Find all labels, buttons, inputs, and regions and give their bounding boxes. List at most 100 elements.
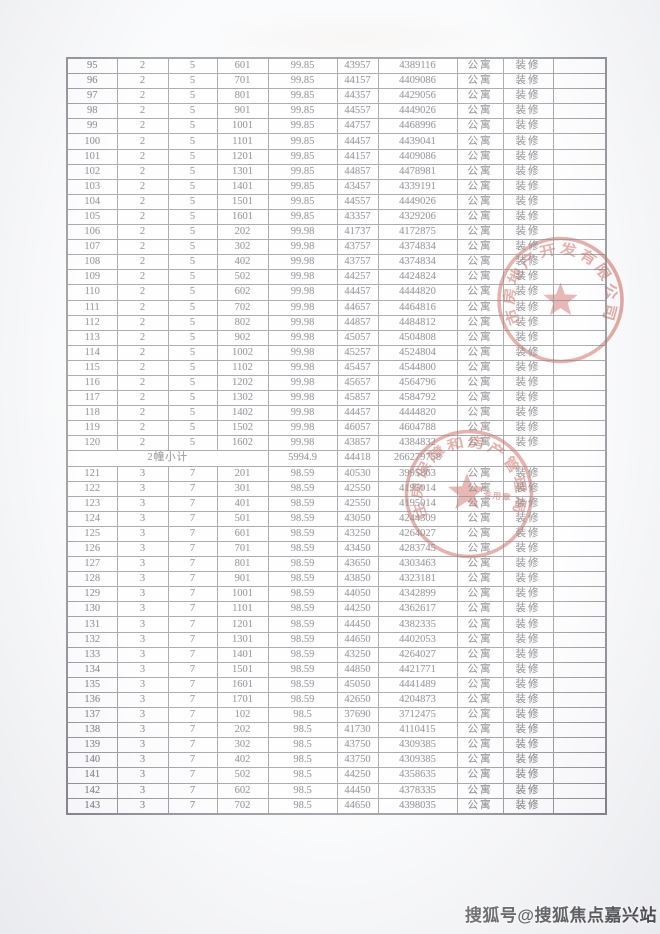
table-row: 100 2 5 1101 99.85 44457 4439041 公寓 装修: [66, 133, 607, 150]
cell-type: 公寓: [456, 752, 504, 769]
cell-unit-price: 42550: [336, 480, 379, 497]
cell-unit-price: 44050: [336, 586, 379, 603]
cell-unit-price: 44857: [336, 163, 379, 180]
cell-building: 3: [116, 676, 169, 693]
cell-unit-price: 44457: [336, 405, 379, 422]
cell-area: 98.5: [267, 737, 338, 754]
cell-no: 139: [66, 737, 118, 754]
cell-no: 107: [66, 239, 118, 256]
cell-room: 1001: [216, 586, 269, 603]
cell-total-price: 4389116: [377, 57, 458, 75]
cell-building: 2: [116, 88, 169, 105]
table-row: 119 2 5 1502 99.98 46057 4604788 公寓 装修: [66, 420, 607, 437]
cell-unit: 5: [167, 344, 218, 361]
cell-building: 2: [116, 208, 169, 226]
cell-building: 2: [116, 405, 169, 422]
cell-building: 3: [116, 540, 169, 558]
table-row: 115 2 5 1102 99.98 45457 4544800 公寓 装修: [66, 359, 607, 376]
cell-no: 129: [66, 586, 118, 603]
cell-no: 97: [66, 88, 118, 105]
cell-building: 3: [116, 480, 169, 497]
cell-total-price: 4449026: [377, 193, 458, 210]
cell-extra: [552, 103, 607, 120]
cell-decoration: 装修: [502, 782, 554, 799]
cell-unit-price: 43957: [336, 57, 379, 75]
cell-no: 108: [66, 254, 118, 271]
cell-no: 123: [66, 495, 118, 512]
cell-room: 801: [216, 88, 269, 105]
cell-decoration: 装修: [502, 601, 554, 618]
cell-unit: 5: [167, 239, 218, 256]
cell-no: 102: [66, 163, 118, 180]
cell-total-price: 4342899: [377, 586, 458, 603]
cell-total-price: 4398035: [377, 797, 458, 815]
cell-total-price: 4441489: [377, 676, 458, 693]
cell-unit: 7: [167, 616, 218, 633]
cell-type: 公寓: [456, 103, 504, 120]
cell-type: 公寓: [456, 73, 504, 90]
cell-area: 99.85: [267, 148, 338, 165]
table-row: 104 2 5 1501 99.85 44557 4449026 公寓 装修: [66, 193, 607, 210]
table-row: 109 2 5 502 99.98 44257 4424824 公寓 装修: [66, 269, 607, 286]
cell-building: 2: [116, 284, 169, 301]
cell-unit: 7: [167, 495, 218, 512]
cell-area: 98.5: [267, 797, 338, 815]
cell-extra: [552, 148, 607, 165]
cell-type: 公寓: [456, 767, 504, 784]
cell-area: 98.59: [267, 646, 338, 663]
cell-room: 1202: [216, 374, 269, 392]
cell-area: 99.85: [267, 103, 338, 120]
cell-building: 2: [116, 299, 169, 316]
cell-area: 98.5: [267, 707, 338, 724]
cell-unit: 5: [167, 359, 218, 376]
cell-extra: [552, 676, 607, 693]
cell-extra: [552, 601, 607, 618]
cell-building: 2: [116, 178, 169, 195]
cell-unit-price: 44650: [336, 797, 379, 815]
cell-no: 125: [66, 525, 118, 543]
cell-no: 140: [66, 752, 118, 769]
cell-no: 96: [66, 73, 118, 90]
cell-decoration: 装修: [502, 707, 554, 724]
table-row: 125 3 7 601 98.59 43250 4264027 公寓 装修: [66, 525, 607, 543]
cell-room: 1102: [216, 359, 269, 376]
cell-extra: [552, 465, 607, 482]
cell-extra: [552, 556, 607, 573]
seal-ring: [497, 236, 624, 364]
cell-area: 98.59: [267, 586, 338, 603]
cell-total-price: 4339191: [377, 178, 458, 195]
price-table: 95 2 5 601 99.85 43957 4389116 公寓 装修 96 2 5 701 99.85…: [66, 57, 607, 815]
cell-total-price: 4424824: [377, 269, 458, 286]
cell-area: 99.85: [267, 178, 338, 195]
cell-total-price: 4444820: [377, 284, 458, 301]
cell-total-price: 4544800: [377, 359, 458, 376]
cell-unit: 5: [167, 269, 218, 286]
cell-unit: 7: [167, 646, 218, 663]
cell-unit-price: 44457: [336, 133, 379, 150]
table-row: 132 3 7 1301 98.59 44650 4402053 公寓 装修: [66, 631, 607, 648]
cell-area: 99.98: [267, 299, 338, 316]
cell-no: 109: [66, 269, 118, 286]
table-row: 108 2 5 402 99.98 43757 4374834 公寓 装修: [66, 254, 607, 271]
cell-building: 2: [116, 374, 169, 392]
table-row: 124 3 7 501 98.59 43050 4244309 公寓 装修: [66, 510, 607, 527]
cell-decoration: 装修: [502, 797, 554, 815]
cell-area: 99.98: [267, 344, 338, 361]
cell-room: 502: [216, 269, 269, 286]
cell-building: 3: [116, 661, 169, 678]
cell-unit-price: 44450: [336, 616, 379, 633]
table-row: 142 3 7 602 98.5 44450 4378335 公寓 装修: [66, 782, 607, 799]
cell-area: 98.59: [267, 616, 338, 633]
cell-extra: [552, 435, 607, 452]
cell-decoration: 装修: [502, 405, 554, 422]
cell-type: 公寓: [456, 405, 504, 422]
seal-inner-text: 专用章: [483, 490, 512, 503]
cell-building: 2: [116, 133, 169, 150]
cell-decoration: 装修: [502, 571, 554, 588]
cell-room: 601: [216, 57, 269, 75]
cell-unit: 5: [167, 254, 218, 271]
cell-no: 111: [66, 299, 118, 316]
cell-decoration: 装修: [502, 767, 554, 784]
table-row: 120 2 5 1602 99.98 43857 4384832 公寓 装修: [66, 435, 607, 452]
cell-extra: [552, 707, 607, 724]
